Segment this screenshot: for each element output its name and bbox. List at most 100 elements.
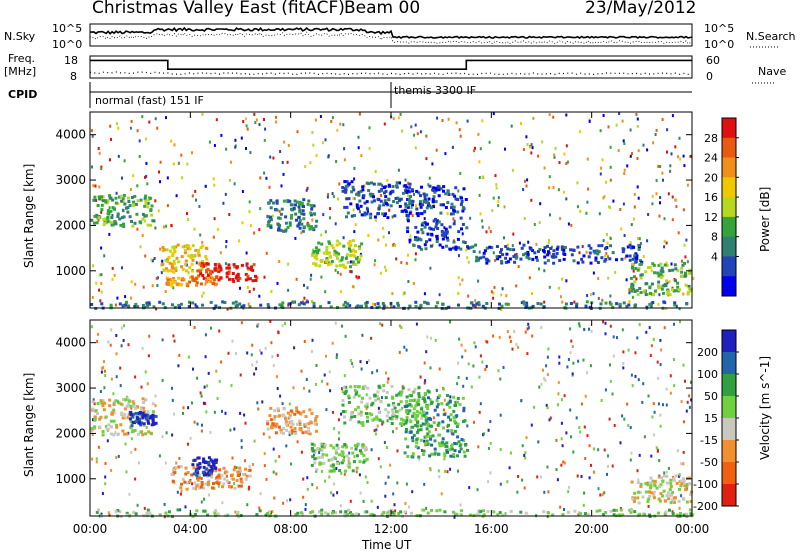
- velocity-noise-point: [330, 491, 332, 495]
- velocity-region-7-cell: [453, 429, 457, 433]
- power-noise-point: [461, 232, 464, 236]
- velocity-noise-point: [521, 478, 524, 482]
- velocity-noise-point: [204, 402, 207, 406]
- power-region-2-cell: [200, 262, 204, 266]
- velocity-region-0-cell: [91, 400, 95, 404]
- velocity-noise-point: [508, 466, 511, 470]
- velocity-noise-point: [341, 324, 343, 328]
- power-region-7-cell: [441, 233, 445, 237]
- velocity-region-7-cell: [411, 399, 415, 402]
- velocity-region-7-cell: [424, 441, 428, 445]
- velocity-noise-point: [690, 398, 693, 402]
- velocity-noise-point: [265, 477, 268, 481]
- velocity-noise-point: [590, 463, 592, 467]
- power-noise-point: [663, 217, 666, 221]
- power-region-4-cell: [298, 221, 302, 225]
- velocity-noise-point: [175, 461, 178, 465]
- velocity-region-9-cell: [618, 513, 621, 517]
- power-region-7-cell: [423, 225, 427, 229]
- power-noise-point: [263, 171, 266, 175]
- velocity-region-7-cell: [460, 438, 464, 441]
- velocity-xtick-label: 16:00: [474, 522, 509, 536]
- velocity-noise-point: [400, 423, 403, 427]
- velocity-noise-point: [102, 366, 105, 369]
- velocity-region-5-cell: [334, 449, 338, 453]
- power-noise-point: [548, 238, 550, 242]
- velocity-noise-point: [395, 427, 398, 430]
- power-region-0-cell: [146, 223, 150, 227]
- velocity-noise-point: [200, 477, 203, 480]
- power-colorbar-frame: [721, 117, 737, 297]
- power-region-8-cell: [554, 255, 558, 259]
- velocity-noise-point: [393, 503, 396, 507]
- velocity-region-5-cell: [345, 454, 349, 458]
- velocity-region-7-cell: [438, 433, 441, 437]
- power-region-5-cell: [325, 260, 329, 264]
- power-region-0-cell: [110, 216, 114, 220]
- power-noise-point: [465, 248, 468, 252]
- velocity-noise-point: [513, 330, 516, 333]
- velocity-noise-point: [187, 355, 190, 359]
- power-region-0-cell: [108, 194, 112, 198]
- power-region-7-cell: [435, 234, 439, 238]
- power-noise-point: [312, 143, 315, 147]
- power-region-10-cell: [292, 300, 296, 304]
- velocity-noise-point: [377, 457, 380, 461]
- velocity-noise-point: [92, 418, 94, 422]
- velocity-region-9-cell: [114, 510, 118, 514]
- power-region-4-cell: [269, 224, 273, 228]
- power-noise-point: [295, 277, 298, 281]
- power-region-3-cell: [170, 282, 174, 286]
- velocity-region-7-cell: [415, 438, 419, 442]
- velocity-region-7-cell: [463, 419, 467, 423]
- velocity-noise-point: [136, 503, 139, 507]
- velocity-region-4-cell: [278, 414, 281, 418]
- velocity-region-9-cell: [216, 512, 220, 516]
- power-region-5-cell: [360, 242, 364, 246]
- power-noise-point: [477, 132, 480, 136]
- power-region-10-cell: [419, 304, 423, 308]
- velocity-region-6-cell: [391, 412, 395, 416]
- power-noise-point: [314, 118, 317, 122]
- freq-label-line1: Freq.: [8, 52, 36, 65]
- velocity-region-8-cell: [630, 480, 634, 484]
- power-noise-point: [142, 285, 145, 289]
- velocity-region-2-cell: [218, 468, 222, 472]
- velocity-noise-point: [657, 402, 660, 406]
- velocity-region-6-cell: [413, 387, 417, 391]
- velocity-region-3-cell: [202, 465, 206, 469]
- velocity-region-9-cell: [459, 513, 463, 517]
- power-region-7-cell: [447, 193, 451, 196]
- power-noise-point: [625, 278, 628, 282]
- power-noise-point: [670, 262, 673, 266]
- velocity-noise-point: [130, 450, 133, 454]
- velocity-region-0-cell: [107, 423, 111, 427]
- velocity-noise-point: [636, 469, 639, 473]
- power-region-2-cell: [209, 269, 213, 273]
- velocity-noise-point: [415, 322, 418, 326]
- power-colorbar-tick-label: 28: [704, 132, 718, 145]
- power-region-8-cell: [587, 255, 591, 259]
- power-noise-point: [585, 250, 588, 254]
- velocity-noise-point: [680, 494, 683, 498]
- power-region-9-cell: [663, 263, 667, 267]
- velocity-region-3-cell: [196, 463, 200, 467]
- power-region-0-cell: [98, 197, 102, 201]
- power-region-4-cell: [298, 210, 302, 214]
- velocity-noise-point: [652, 337, 655, 341]
- velocity-region-4-cell: [270, 426, 274, 430]
- power-region-7-cell: [460, 227, 463, 231]
- power-noise-point: [329, 207, 332, 211]
- velocity-region-6-cell: [408, 399, 412, 403]
- power-noise-point: [432, 203, 435, 207]
- power-region-9-cell: [657, 274, 661, 278]
- velocity-noise-point: [484, 368, 487, 371]
- power-noise-point: [609, 165, 612, 169]
- velocity-region-6-cell: [384, 408, 388, 412]
- velocity-region-6-cell: [357, 420, 361, 424]
- power-noise-point: [219, 251, 222, 255]
- power-noise-point: [619, 208, 622, 211]
- velocity-noise-point: [349, 359, 352, 362]
- power-region-7-cell: [414, 236, 417, 240]
- power-region-7-cell: [454, 247, 458, 251]
